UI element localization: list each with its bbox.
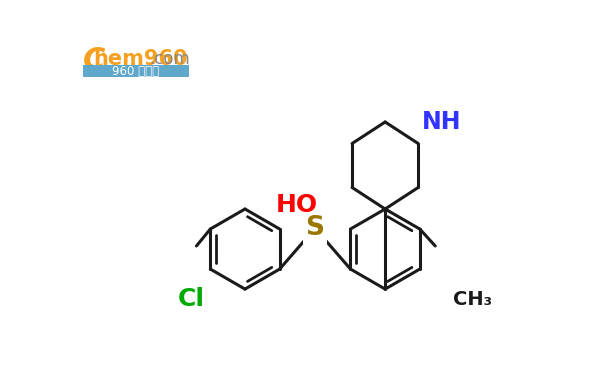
- Text: hem960: hem960: [93, 49, 188, 69]
- FancyBboxPatch shape: [82, 65, 189, 77]
- Text: C: C: [82, 46, 105, 75]
- Text: S: S: [306, 215, 324, 241]
- Text: └: └: [81, 58, 82, 59]
- Text: 960 化工网: 960 化工网: [112, 64, 159, 78]
- Text: NH: NH: [422, 110, 462, 134]
- Text: .com: .com: [149, 50, 190, 68]
- Text: CH₃: CH₃: [453, 290, 492, 309]
- Text: Cl: Cl: [178, 287, 204, 311]
- Text: HO: HO: [275, 193, 318, 217]
